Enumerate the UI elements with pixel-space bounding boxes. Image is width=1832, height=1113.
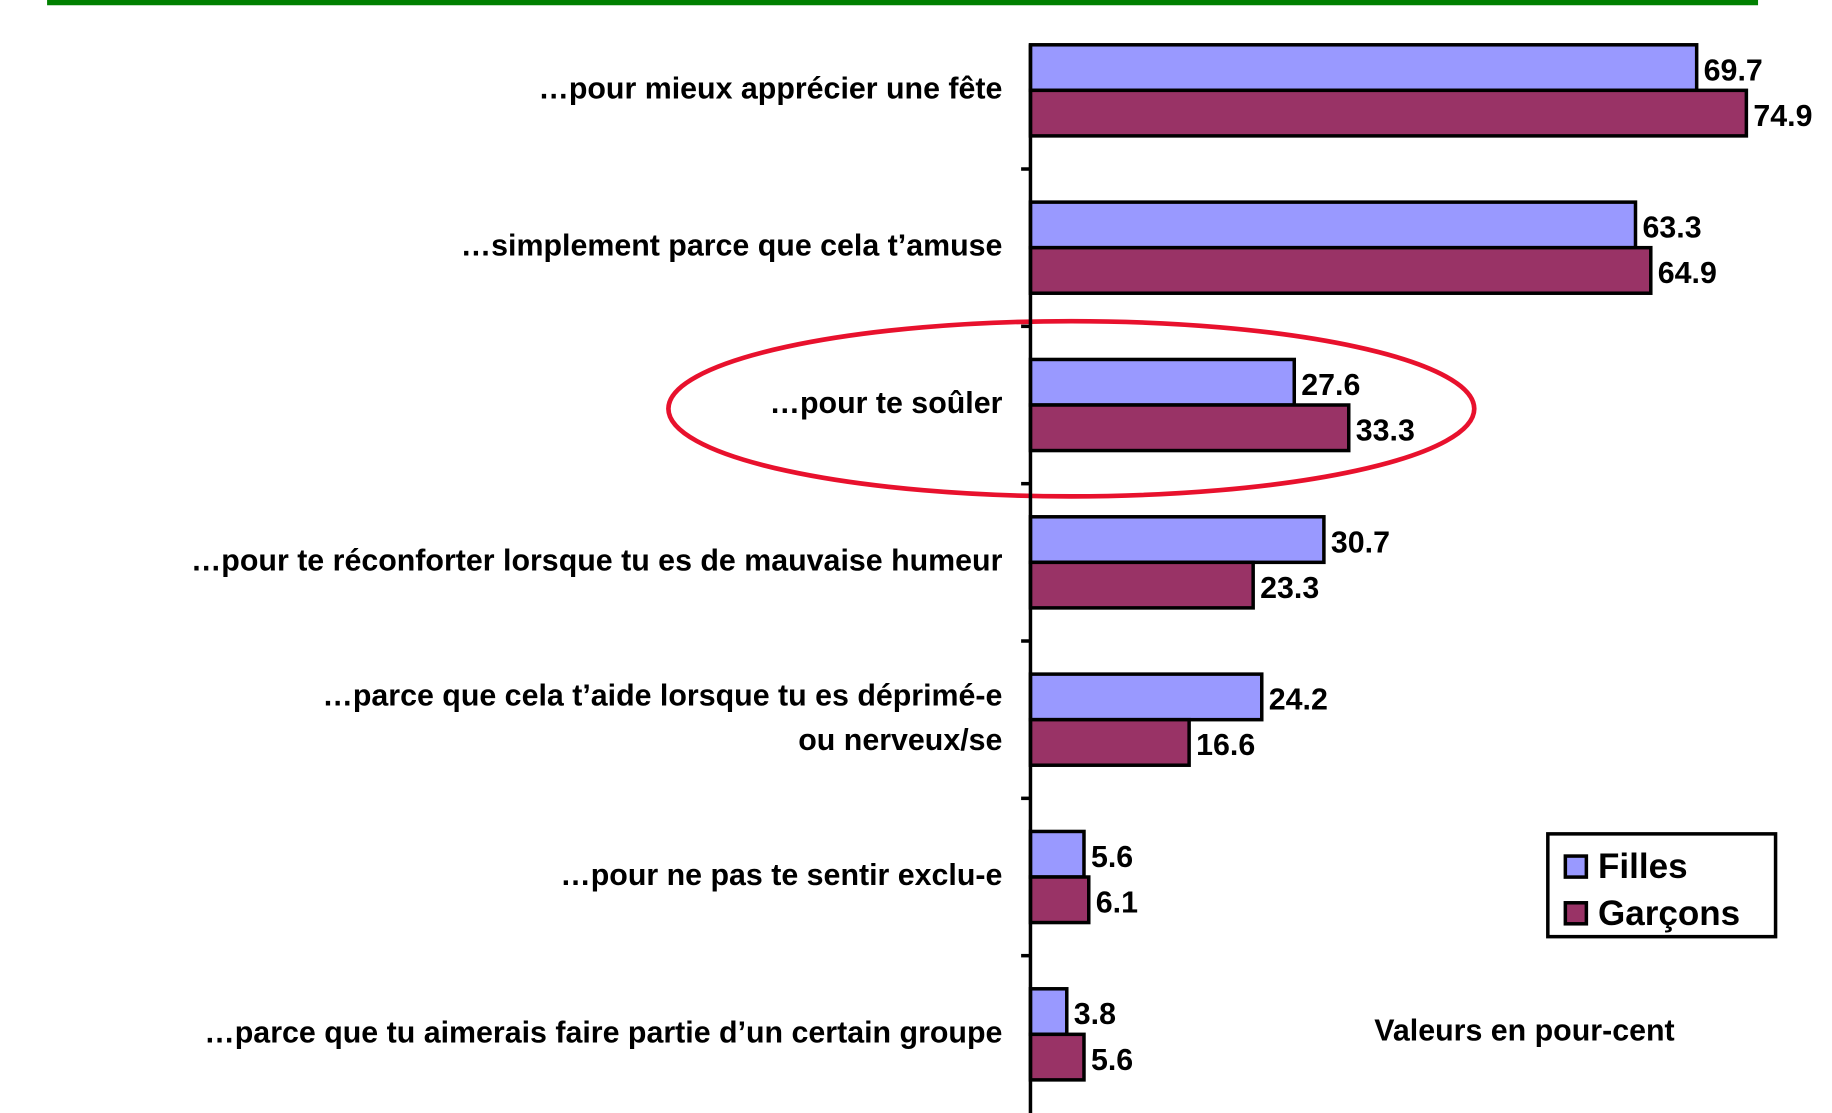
bar <box>1028 357 1297 407</box>
bar <box>1028 829 1086 879</box>
bar <box>1028 717 1191 767</box>
y-tick-label: …pour te réconforter lorsque tu es de ma… <box>191 544 1003 577</box>
annotation: Valeurs en pour-cent <box>1374 1014 1674 1047</box>
y-tick-label: …parce que cela t’aide lorsque tu es dép… <box>322 679 1002 712</box>
bar <box>1028 43 1699 93</box>
legend-label: Filles <box>1598 847 1688 886</box>
data-label: 6.1 <box>1096 886 1138 919</box>
y-tick-label: …pour mieux apprécier une fête <box>538 72 1002 105</box>
bar <box>1028 403 1351 453</box>
bar <box>1028 875 1091 925</box>
legend-swatch <box>1563 901 1589 926</box>
data-label: 64.9 <box>1658 257 1717 290</box>
data-label: 5.6 <box>1091 841 1133 874</box>
bar <box>1028 560 1255 610</box>
data-label: 63.3 <box>1643 212 1702 245</box>
bar <box>1028 1032 1086 1082</box>
bar <box>1028 245 1653 295</box>
y-tick-label: …pour te soûler <box>770 387 1003 420</box>
bar <box>1028 672 1264 722</box>
y-tick-label: …simplement parce que cela t’amuse <box>461 230 1003 263</box>
bar <box>1028 200 1638 250</box>
data-label: 69.7 <box>1704 54 1763 87</box>
legend-label: Garçons <box>1598 894 1740 933</box>
data-label: 27.6 <box>1301 369 1360 402</box>
data-label: 3.8 <box>1074 998 1116 1031</box>
bar <box>1028 515 1326 565</box>
y-tick-label: …parce que tu aimerais faire partie d’un… <box>204 1016 1002 1049</box>
data-label: 33.3 <box>1356 414 1415 447</box>
data-label: 5.6 <box>1091 1044 1133 1077</box>
y-tick-label: ou nerveux/se <box>798 724 1002 757</box>
data-label: 30.7 <box>1331 526 1390 559</box>
y-tick-label: …pour ne pas te sentir exclu-e <box>560 859 1002 892</box>
data-label: 23.3 <box>1260 572 1319 605</box>
data-label: 74.9 <box>1753 100 1812 133</box>
bar <box>1028 88 1749 138</box>
bar <box>1028 987 1069 1037</box>
data-label: 24.2 <box>1269 684 1328 717</box>
legend-swatch <box>1563 854 1589 879</box>
data-label: 16.6 <box>1196 729 1255 762</box>
highlight-ellipse <box>666 318 1477 499</box>
